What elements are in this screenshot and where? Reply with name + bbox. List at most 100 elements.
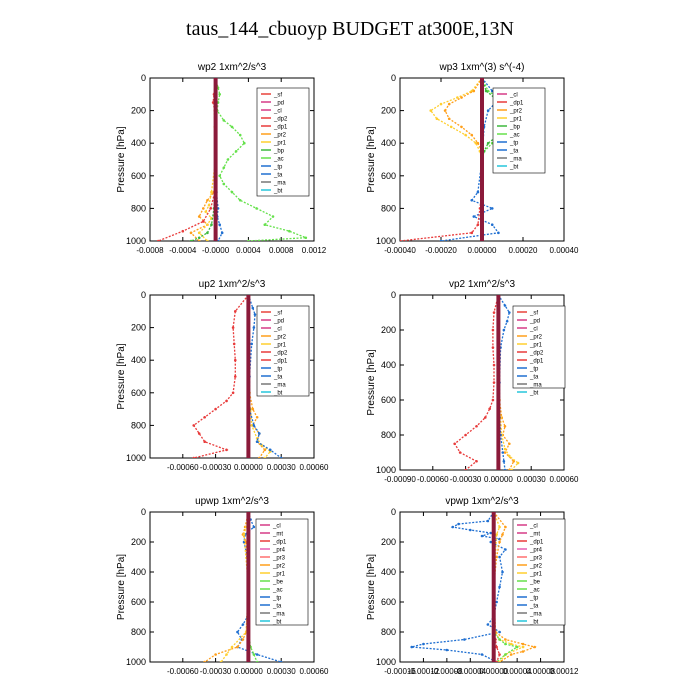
legend-label: _ma	[509, 157, 522, 163]
legend-label: _ta	[529, 604, 539, 610]
series-point	[197, 215, 201, 218]
legend-label: _pr2	[272, 564, 286, 570]
y-tick-label: 600	[381, 171, 396, 181]
series-point	[498, 540, 501, 544]
series-point	[231, 326, 235, 329]
series-point	[498, 585, 501, 589]
legend-label: _sf	[273, 311, 282, 317]
series-point	[504, 638, 507, 641]
legend-label: _pr1	[273, 141, 287, 147]
legend-label: _sf	[529, 311, 538, 317]
series-point	[197, 236, 201, 240]
series-point	[439, 239, 443, 241]
series-point	[489, 531, 493, 535]
y-tick-label: 600	[381, 597, 396, 607]
series-point	[463, 638, 466, 641]
series-point	[486, 109, 490, 112]
series-point	[263, 223, 267, 226]
series-point	[495, 600, 498, 604]
x-tick-label: 0.00000	[234, 463, 263, 472]
series-point	[197, 239, 201, 241]
series-point	[255, 415, 259, 419]
legend-label: _dp1	[272, 540, 287, 546]
series-point	[247, 239, 250, 241]
plot-frame	[149, 511, 315, 663]
series-point	[203, 660, 206, 662]
x-tick-label: 0.00012	[550, 667, 579, 676]
series-point	[222, 182, 226, 186]
legend-label: _pr1	[509, 117, 523, 123]
legend-label: _bp	[273, 149, 285, 155]
series-point	[503, 468, 507, 470]
series-point	[504, 653, 507, 656]
series-point	[439, 102, 443, 106]
series-point	[483, 416, 487, 419]
series-point	[410, 645, 414, 649]
x-tick-label: 0.00000	[234, 667, 263, 676]
x-tick-label: -0.0008	[136, 246, 164, 255]
series-point	[447, 117, 451, 121]
series-point	[504, 525, 507, 529]
legend-label: _dp1	[509, 101, 524, 107]
x-tick-label: -0.0004	[169, 246, 197, 255]
legend-label: _bt	[529, 391, 539, 397]
series-point	[255, 660, 259, 662]
series-point	[233, 375, 237, 378]
series-point	[218, 93, 221, 96]
series-point	[508, 468, 511, 470]
series-point	[214, 407, 217, 411]
panel-title: wp3 1xm^(3) s^(-4)	[439, 62, 525, 73]
series-point	[251, 407, 255, 411]
legend-box	[512, 518, 566, 626]
series-point	[197, 231, 201, 235]
chart-panel-1: wp3 1xm^(3) s^(-4) Pressure [hPa] 0 200 400 6…	[366, 62, 579, 255]
series-point	[470, 231, 474, 235]
legend-label: _pr3	[529, 556, 543, 562]
panel-title: upwp 1xm^2/s^3	[195, 496, 269, 507]
chart-panel-2: up2 1xm^2/s^3 Pressure [hPa] 0 200 400 600 800…	[116, 279, 329, 472]
legend-label: _cl	[273, 327, 282, 333]
y-tick-label: 600	[131, 171, 146, 181]
series-point	[255, 653, 259, 656]
x-tick-label: -0.00090	[384, 475, 416, 484]
legend-label: _ac	[272, 588, 283, 594]
series-point	[206, 231, 209, 235]
series-point	[252, 326, 256, 329]
x-tick-label: 0.00030	[267, 667, 296, 676]
series-point	[472, 89, 476, 93]
series-point	[498, 653, 501, 656]
series-point	[445, 648, 449, 652]
series-point	[181, 229, 185, 233]
legend-label: _ta	[529, 375, 539, 381]
y-tick-label: 800	[131, 627, 146, 637]
series-point	[503, 304, 507, 307]
series-point	[509, 653, 513, 656]
series-point	[279, 456, 283, 458]
series-point	[504, 642, 507, 646]
legend-label: _ma	[529, 612, 542, 618]
series-point	[491, 346, 495, 349]
series-point	[509, 642, 513, 646]
series-point	[230, 125, 234, 129]
legend-label: _ma	[273, 383, 286, 389]
y-tick-label: 0	[391, 507, 396, 517]
legend-label: _pr2	[273, 335, 287, 341]
x-tick-label: -0.00060	[417, 475, 449, 484]
series-point	[204, 210, 208, 213]
x-tick-label: 0.00004	[503, 667, 532, 676]
series-point	[231, 391, 235, 395]
series-point	[501, 451, 505, 454]
legend-label: _tp	[529, 367, 539, 373]
y-axis-label: Pressure [hPa]	[116, 343, 127, 409]
series-point	[464, 433, 467, 437]
legend-label: _tp	[509, 141, 519, 147]
series-point	[495, 660, 498, 662]
legend-label: _pr1	[273, 343, 287, 349]
series-point	[498, 660, 501, 662]
chart-panel-3: vp2 1xm^2/s^3 Pressure [hPa] 0 200 400 600 800…	[366, 279, 579, 484]
legend-label: _ma	[272, 612, 285, 618]
series-point	[226, 158, 230, 161]
series-point	[250, 342, 253, 346]
series-line-_pr1	[497, 295, 520, 470]
